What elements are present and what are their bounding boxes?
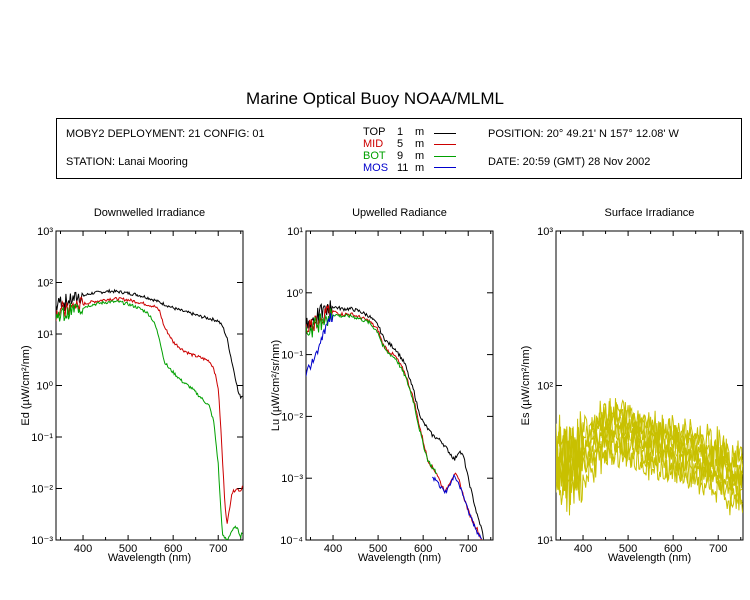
x-axis-label: Wavelength (nm) [608, 552, 691, 564]
legend-name: TOP [363, 126, 386, 138]
legend-name: MID [363, 138, 384, 150]
plot-frame [55, 230, 244, 541]
series-line-bot [56, 300, 243, 540]
y-tick-label: 10³ [537, 226, 553, 238]
series-line-mid [56, 296, 243, 524]
station-text: STATION: Lanai Mooring [66, 156, 188, 168]
y-tick-label: 10¹ [37, 329, 53, 341]
chart-panel-2: Upwelled Radiance 400 500 600 700 10⁻⁴ 10⁻³ 10⁻… [270, 207, 494, 564]
x-tick-label: 500 [119, 543, 137, 555]
y-tick-label: 10⁰ [286, 288, 303, 300]
legend-depth: 9 [397, 150, 404, 162]
y-tick-label: 10⁻³ [31, 535, 53, 547]
legend-unit: m [415, 150, 425, 162]
series-line-mid [306, 304, 482, 540]
chart-title: Upwelled Radiance [352, 207, 447, 219]
surface-curve-2 [556, 398, 743, 482]
legend-name: BOT [363, 150, 386, 162]
legend-unit: m [415, 138, 425, 150]
x-tick-label: 400 [574, 543, 592, 555]
series-line-top [56, 288, 243, 400]
y-tick-label: 10³ [37, 226, 53, 238]
y-tick-label: 10² [537, 381, 553, 393]
x-tick-label: 600 [414, 543, 432, 555]
legend-line-mid [434, 144, 456, 145]
legend-depth: 1 [397, 126, 404, 138]
series-line-mos [432, 473, 483, 540]
x-axis-label: Wavelength (nm) [108, 552, 191, 564]
y-tick-label: 10⁻² [281, 411, 303, 423]
surface-curve-8 [556, 440, 743, 516]
y-axis-label: Lu (µW/cm²/sr/nm) [270, 340, 282, 431]
y-tick-label: 10⁻⁴ [280, 535, 303, 547]
legend-depth: 5 [397, 138, 404, 150]
x-tick-label: 700 [459, 543, 477, 555]
x-tick-label: 400 [74, 543, 92, 555]
y-tick-label: 10¹ [287, 226, 303, 238]
chart-panel-1: Downwelled Irradiance 400 500 600 700 10⁻³ 10⁻… [20, 207, 244, 564]
y-tick-label: 10⁻³ [281, 473, 303, 485]
x-axis-label: Wavelength (nm) [358, 552, 441, 564]
x-tick-label: 400 [324, 543, 342, 555]
y-axis-label: Ed (µW/cm²/nm) [20, 345, 32, 425]
legend-line-mos [434, 167, 456, 168]
plot-frame [305, 230, 494, 541]
series-line-bot [306, 308, 437, 475]
chart-title: Downwelled Irradiance [94, 207, 205, 219]
page-title: Marine Optical Buoy NOAA/MLML [246, 89, 504, 108]
legend-line-bot [434, 156, 456, 157]
y-axis-label: Es (µW/cm²/nm) [520, 346, 532, 426]
series-line-mos [306, 312, 334, 377]
legend-depth: 11 [397, 162, 409, 174]
x-tick-label: 500 [619, 543, 637, 555]
x-tick-label: 500 [369, 543, 387, 555]
info-box: MOBY2 DEPLOYMENT: 21 CONFIG: 01 STATION:… [56, 118, 742, 179]
legend-unit: m [415, 162, 425, 174]
deployment-text: MOBY2 DEPLOYMENT: 21 CONFIG: 01 [66, 128, 265, 140]
chart-panel-3: Surface Irradiance 400 500 600 700 10¹ 10² 10³ W… [520, 207, 744, 564]
x-tick-label: 700 [209, 543, 227, 555]
y-tick-label: 10⁻¹ [31, 432, 53, 444]
series-line-top [306, 300, 484, 540]
y-tick-label: 10¹ [537, 535, 553, 547]
x-tick-label: 700 [709, 543, 727, 555]
date-text: DATE: 20:59 (GMT) 28 Nov 2002 [488, 156, 651, 168]
x-tick-label: 600 [164, 543, 182, 555]
y-tick-label: 10² [37, 278, 53, 290]
legend-unit: m [415, 126, 425, 138]
y-tick-label: 10⁰ [36, 381, 53, 393]
y-tick-label: 10⁻¹ [281, 350, 303, 362]
legend-line-top [434, 133, 456, 134]
x-tick-label: 600 [664, 543, 682, 555]
position-text: POSITION: 20° 49.21' N 157° 12.08' W [488, 128, 679, 140]
chart-title: Surface Irradiance [605, 207, 695, 219]
legend-name: MOS [363, 162, 389, 174]
y-tick-label: 10⁻² [31, 484, 53, 496]
